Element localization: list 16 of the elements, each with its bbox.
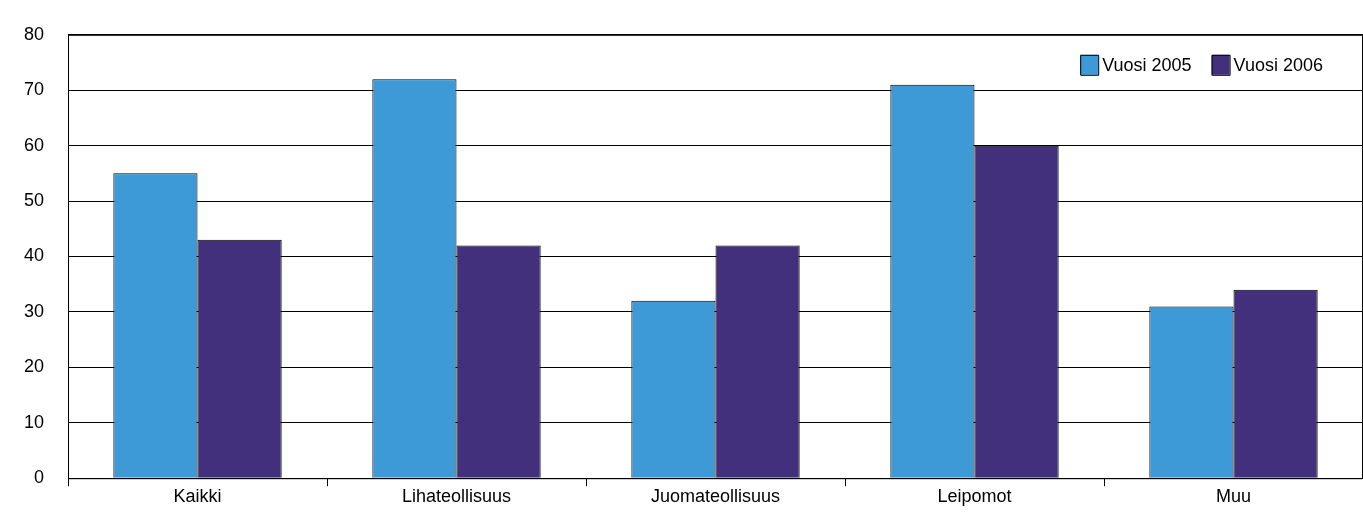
legend-label: Vuosi 2005	[1102, 54, 1192, 75]
y-tick-label: 40	[23, 245, 45, 266]
x-tick-label: Kaikki	[173, 485, 222, 506]
y-tick-label: 20	[23, 356, 45, 377]
y-tick-label: 60	[23, 134, 45, 155]
x-tick-label: Juomateollisuus	[650, 485, 781, 506]
x-tick-label: Lihateollisuus	[401, 485, 512, 506]
y-tick-label: 30	[23, 300, 45, 321]
legend-label: Vuosi 2006	[1233, 54, 1323, 75]
y-tick-label: 10	[23, 411, 45, 432]
y-tick-label: 50	[23, 190, 45, 211]
x-tick-label: Leipomot	[937, 485, 1012, 506]
y-tick-label: 70	[23, 79, 45, 100]
y-tick-label: 80	[23, 23, 45, 44]
y-tick-label: 0	[34, 467, 45, 488]
x-tick-label: Muu	[1215, 485, 1252, 506]
